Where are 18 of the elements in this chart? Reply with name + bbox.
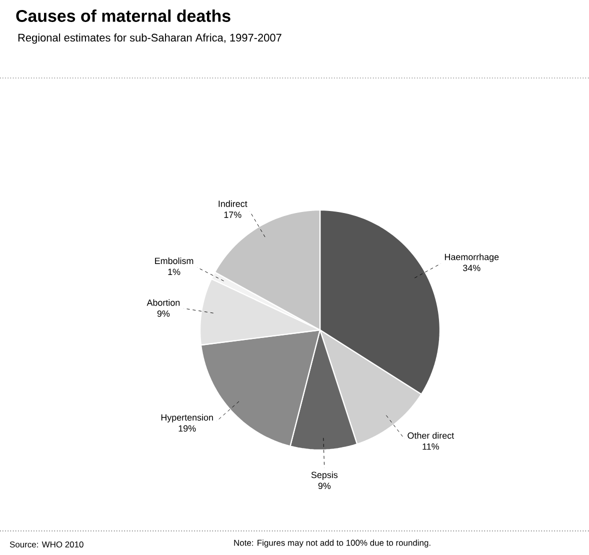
slice-label: Abortion: [146, 299, 180, 306]
data-label: 9%: [318, 482, 331, 490]
data-label: 19%: [178, 425, 196, 432]
slice-label: Indirect: [218, 200, 248, 207]
source-note: Source: WHO 2010: [10, 541, 84, 548]
slice-label: Other direct: [408, 432, 454, 439]
data-label: 9%: [157, 310, 170, 317]
data-label: 11%: [422, 443, 439, 450]
data-label: 1%: [168, 268, 180, 275]
data-label: 17%: [224, 212, 242, 218]
slice-label: Sepsis: [311, 472, 338, 480]
slice-label: Embolism: [155, 257, 194, 264]
text: Note: Figures may not add to 100% due to rounding.: [234, 540, 430, 548]
chart-title: Causes of maternal deaths: [16, 10, 230, 22]
slice-label: Haemorrhage: [444, 254, 499, 262]
chart-subtitle: Regional estimates for sub-Saharan Africa, 1997-2007: [18, 34, 282, 44]
slice-label: Hypertension: [161, 414, 213, 422]
data-label: 34%: [463, 264, 480, 272]
